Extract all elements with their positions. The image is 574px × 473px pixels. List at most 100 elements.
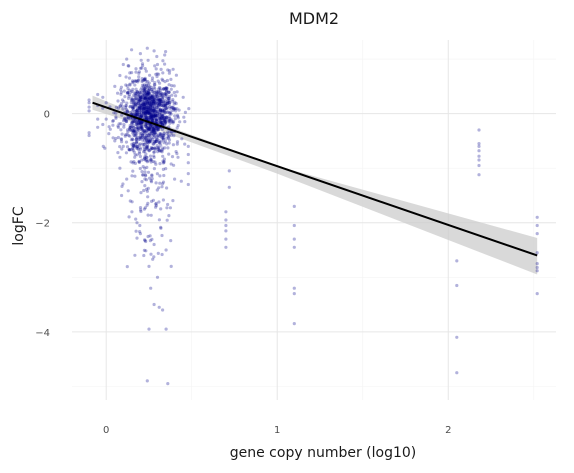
data-point — [146, 58, 150, 62]
data-point — [147, 103, 151, 107]
data-point — [143, 173, 148, 177]
data-point — [157, 218, 161, 222]
data-point — [164, 103, 168, 108]
data-point — [128, 199, 132, 203]
data-point — [147, 91, 152, 95]
data-point — [131, 169, 135, 173]
data-point — [535, 265, 539, 270]
data-point — [125, 132, 129, 136]
data-point — [127, 147, 131, 151]
data-point — [142, 157, 146, 162]
data-point — [154, 106, 158, 110]
data-point — [153, 113, 157, 117]
data-point — [87, 133, 91, 138]
data-point — [138, 105, 142, 109]
data-point — [156, 133, 160, 137]
data-point — [157, 200, 161, 204]
data-point — [149, 108, 153, 112]
data-point — [477, 173, 481, 177]
data-point — [174, 109, 178, 113]
data-point — [148, 105, 152, 109]
data-point — [186, 182, 190, 187]
data-point — [155, 126, 159, 130]
data-point — [149, 112, 153, 117]
data-point — [150, 129, 154, 133]
data-point — [131, 138, 135, 142]
data-point — [167, 90, 171, 94]
data-point — [535, 292, 539, 296]
data-point — [127, 64, 131, 68]
data-point — [145, 115, 149, 119]
data-point — [224, 210, 228, 214]
data-point — [101, 144, 105, 148]
data-point — [162, 141, 166, 145]
data-point — [144, 83, 149, 87]
data-point — [130, 121, 134, 125]
data-point — [155, 109, 159, 114]
data-point — [133, 129, 137, 133]
data-point — [161, 146, 165, 150]
data-point — [129, 101, 133, 105]
data-point — [159, 115, 163, 119]
data-point — [146, 79, 150, 84]
data-point — [477, 128, 481, 132]
data-point — [178, 120, 182, 124]
data-point — [135, 132, 139, 136]
data-point — [224, 229, 228, 233]
data-point — [132, 130, 136, 134]
data-point — [168, 130, 172, 134]
data-point — [162, 116, 166, 121]
data-point — [141, 106, 145, 110]
data-point — [153, 101, 158, 105]
data-point — [159, 103, 163, 107]
data-point — [162, 134, 166, 138]
data-point — [150, 108, 154, 112]
data-point — [156, 137, 160, 142]
data-point — [135, 90, 139, 94]
data-point — [146, 97, 150, 101]
data-point — [131, 80, 136, 84]
data-point — [143, 142, 147, 146]
data-point — [131, 106, 135, 110]
data-point — [166, 130, 170, 134]
data-point — [135, 111, 139, 115]
data-point — [144, 129, 148, 133]
data-point — [163, 110, 167, 114]
data-point — [135, 123, 139, 127]
data-point — [150, 104, 155, 108]
data-point — [157, 141, 161, 145]
data-point — [149, 252, 153, 256]
data-point — [152, 100, 156, 104]
data-point — [131, 106, 135, 110]
data-point — [139, 96, 143, 100]
data-point — [154, 104, 158, 108]
data-point — [159, 120, 163, 124]
data-point — [167, 102, 171, 106]
data-point — [140, 114, 144, 118]
data-point — [145, 146, 149, 151]
data-point — [159, 120, 163, 124]
data-point — [140, 98, 144, 102]
data-point — [153, 130, 157, 135]
data-point — [134, 217, 138, 221]
data-point — [152, 117, 156, 121]
data-point — [160, 92, 164, 96]
data-point — [158, 117, 162, 121]
data-point — [135, 145, 139, 149]
data-point — [149, 105, 153, 109]
data-point — [157, 148, 162, 153]
data-point — [140, 103, 144, 107]
data-point — [128, 105, 132, 109]
data-point — [141, 128, 145, 132]
data-point — [125, 91, 129, 95]
data-point — [161, 96, 165, 100]
data-point — [150, 118, 154, 122]
data-point — [145, 160, 149, 164]
data-point — [96, 125, 100, 129]
data-point — [160, 77, 164, 81]
data-point — [158, 134, 162, 138]
data-point — [158, 174, 162, 178]
data-point — [149, 123, 153, 127]
data-point — [153, 114, 157, 118]
data-point — [157, 98, 161, 102]
